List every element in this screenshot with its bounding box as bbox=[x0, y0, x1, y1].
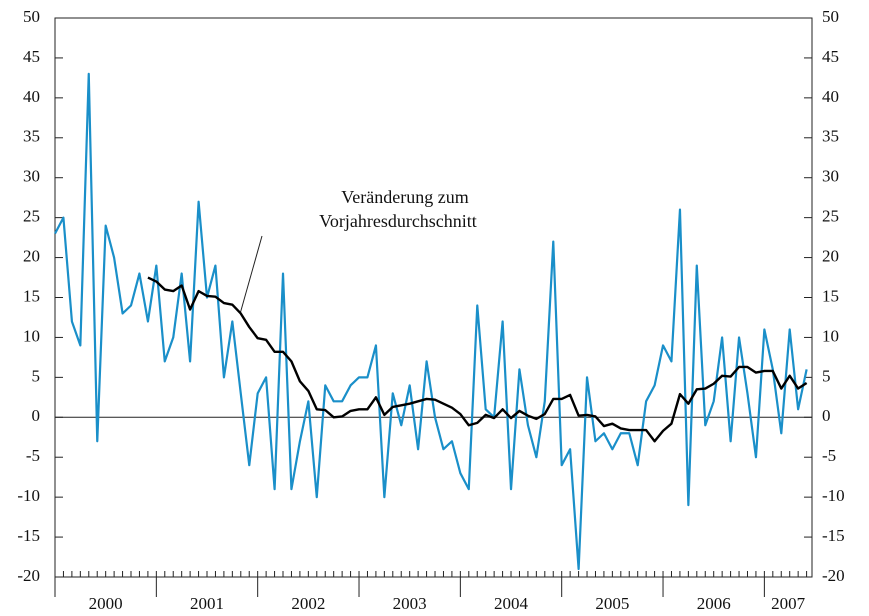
y-tick-label: 40 bbox=[23, 87, 40, 106]
y-tick-label: -15 bbox=[17, 526, 40, 545]
y2-tick-label: 15 bbox=[822, 286, 839, 305]
data-line bbox=[54, 72, 808, 571]
y2-tick-label: -15 bbox=[822, 526, 845, 545]
y2-tick-label: -10 bbox=[822, 486, 845, 505]
y-tick-label: 0 bbox=[32, 406, 41, 425]
x-tick-label: 2004 bbox=[494, 594, 529, 613]
y-tick-label: 45 bbox=[23, 47, 40, 66]
x-tick-label: 2001 bbox=[190, 594, 224, 613]
y2-tick-label: 0 bbox=[822, 406, 831, 425]
x-tick-label: 2006 bbox=[697, 594, 731, 613]
y2-tick-label: 35 bbox=[822, 127, 839, 146]
y-tick-label: 15 bbox=[23, 286, 40, 305]
y-tick-label: -10 bbox=[17, 486, 40, 505]
x-tick-label: 2000 bbox=[89, 594, 123, 613]
y2-tick-label: 50 bbox=[822, 7, 839, 26]
x-tick-label: 2005 bbox=[595, 594, 629, 613]
annotation: Vorjahresdurchschnitt bbox=[319, 211, 477, 231]
y-tick-label: -5 bbox=[26, 446, 40, 465]
y2-tick-label: 20 bbox=[822, 246, 839, 265]
annotation: Veränderung zum bbox=[341, 187, 468, 207]
y-tick-label: 10 bbox=[23, 326, 40, 345]
y2-tick-label: 45 bbox=[822, 47, 839, 66]
x-tick-label: 2007 bbox=[771, 594, 806, 613]
x-tick-label: 2003 bbox=[393, 594, 427, 613]
y-tick-label: 25 bbox=[23, 207, 40, 226]
y2-tick-label: 30 bbox=[822, 167, 839, 186]
annotation-leader bbox=[239, 235, 263, 315]
y-tick-label: -20 bbox=[17, 566, 40, 585]
y-tick-label: 30 bbox=[23, 167, 40, 186]
y-tick-label: 20 bbox=[23, 246, 40, 265]
y-tick-label: 5 bbox=[32, 366, 41, 385]
y-tick-label: 50 bbox=[23, 7, 40, 26]
y2-tick-label: 40 bbox=[822, 87, 839, 106]
y2-tick-label: -20 bbox=[822, 566, 845, 585]
y2-tick-label: 5 bbox=[822, 366, 831, 385]
y2-tick-label: 25 bbox=[822, 207, 839, 226]
y2-tick-label: -5 bbox=[822, 446, 836, 465]
y2-tick-label: 10 bbox=[822, 326, 839, 345]
y-tick-label: 35 bbox=[23, 127, 40, 146]
data-line bbox=[147, 276, 808, 443]
x-tick-label: 2002 bbox=[291, 594, 325, 613]
